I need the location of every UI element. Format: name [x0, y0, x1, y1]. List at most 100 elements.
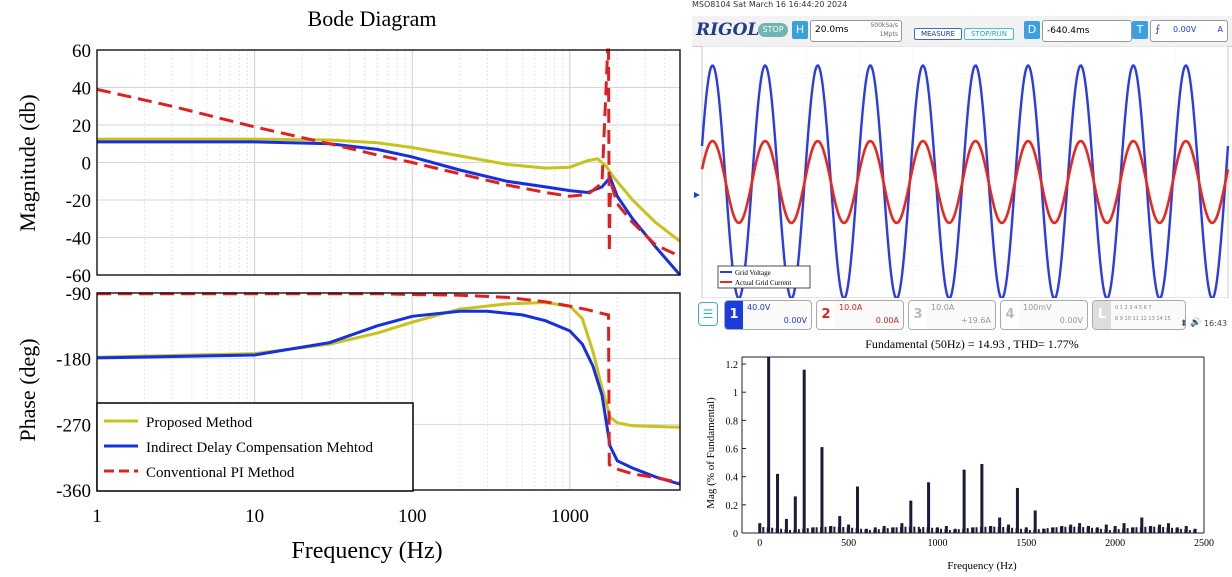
harmonic-bar — [802, 369, 806, 533]
harmonic-bar — [784, 518, 788, 533]
scope-waveform-area: Grid Voltage Actual Grid Current — [694, 46, 1230, 298]
channel-2-box[interactable]: 2 10.0A 0.00A — [816, 300, 904, 330]
interharmonic-bar — [931, 527, 934, 533]
interharmonic-bar — [851, 527, 854, 533]
interharmonic-bar — [1139, 526, 1142, 533]
channel-1-box[interactable]: 1 40.0V 0.00V — [724, 300, 812, 330]
interharmonic-bar — [784, 529, 787, 533]
bode-legend: Proposed Method Indirect Delay Compensati… — [96, 402, 414, 492]
trigger-box[interactable]: ⨍ 0.00V A — [1150, 20, 1228, 42]
delay-value[interactable]: -640.4ms — [1042, 20, 1132, 42]
interharmonic-bar — [1184, 529, 1187, 533]
interharmonic-bar — [1131, 527, 1134, 533]
interharmonic-bar — [846, 527, 849, 533]
interharmonic-bar — [1033, 529, 1036, 533]
stoprun-button[interactable]: STOP/RUN — [964, 28, 1014, 40]
interharmonic-bar — [900, 526, 903, 533]
oscilloscope-screen: MSO8104 Sat March 16 16:44:20 2024 RIGOL… — [692, 0, 1232, 335]
interharmonic-bar — [1108, 530, 1111, 533]
digital-channels-box[interactable]: L 0 1 2 3 4 5 6 7 8 9 10 11 12 13 14 15 — [1092, 300, 1186, 330]
interharmonic-bar — [1073, 526, 1076, 533]
interharmonic-bar — [1166, 527, 1169, 533]
interharmonic-bar — [1068, 526, 1071, 533]
y-tick-label: -180 — [56, 350, 91, 371]
interharmonic-bar — [1171, 527, 1174, 533]
y-tick-label: 1.2 — [726, 360, 739, 371]
interharmonic-bar — [780, 528, 783, 533]
stop-badge[interactable]: STOP — [758, 23, 788, 37]
interharmonic-bar — [802, 528, 805, 533]
interharmonic-bar — [953, 529, 956, 533]
interharmonic-bar — [762, 527, 765, 533]
y-tick-label: -90 — [66, 284, 91, 305]
channel-4-box[interactable]: 4 100mV 0.00V — [1000, 300, 1088, 330]
interharmonic-bar — [820, 526, 823, 533]
interharmonic-bar — [1042, 528, 1045, 533]
interharmonic-bar — [833, 526, 836, 533]
harmonic-spectrum-chart: Fundamental (50Hz) = 14.93 , THD= 1.77% … — [705, 337, 1214, 572]
legend-label: Conventional PI Method — [146, 465, 295, 481]
interharmonic-bar — [882, 528, 885, 533]
x-tick-label: 1000 — [927, 538, 947, 549]
y-tick-label: 0 — [82, 154, 92, 175]
interharmonic-bar — [1179, 528, 1182, 533]
scope-legend-label: Grid Voltage — [735, 269, 771, 277]
harmonic-bar — [962, 469, 966, 533]
trigger-edge-icon: ⨍ — [1155, 24, 1161, 35]
speaker-icon[interactable]: 🔊 — [1190, 317, 1202, 327]
interharmonic-bar — [922, 527, 925, 533]
harmonic-bar — [1113, 525, 1117, 533]
channel-3-box[interactable]: 3 10.0A +19.6A — [908, 300, 996, 330]
interharmonic-bar — [842, 527, 845, 533]
harmonic-bar — [820, 447, 824, 533]
x-tick-label: 2000 — [1105, 538, 1125, 549]
interharmonic-bar — [1077, 526, 1080, 533]
measure-button[interactable]: MEASURE — [914, 28, 962, 40]
interharmonic-bar — [975, 527, 978, 533]
interharmonic-bar — [1024, 529, 1027, 533]
harmonic-bar — [838, 516, 842, 533]
harmonic-bar — [998, 517, 1002, 533]
y-tick-label: -20 — [66, 191, 91, 212]
interharmonic-bar — [1135, 527, 1138, 533]
interharmonic-bar — [935, 528, 938, 533]
interharmonic-bar — [917, 526, 920, 533]
harmonic-bar — [1122, 523, 1126, 533]
interharmonic-bar — [1064, 526, 1067, 533]
interharmonic-bar — [788, 529, 791, 533]
harmonic-bar — [758, 523, 762, 533]
interharmonic-bar — [1011, 527, 1014, 533]
interharmonic-bar — [891, 527, 894, 533]
interharmonic-bar — [913, 526, 916, 533]
interharmonic-bar — [771, 527, 774, 533]
interharmonic-bar — [1082, 527, 1085, 533]
fft-plot-area: 0 0.2 0.4 0.6 0.8 1 1.2 0 500 1000 1500 2000 2500 — [726, 356, 1214, 549]
interharmonic-bar — [815, 527, 818, 533]
interharmonic-bar — [1126, 528, 1129, 533]
bode-xlabel: Frequency (Hz) — [291, 538, 442, 564]
legend-box — [96, 402, 414, 492]
harmonic-bar — [776, 473, 780, 533]
magnitude-plot: -60 -40 -20 0 20 40 60 — [66, 41, 682, 287]
phase-ylabel: Phase (deg) — [15, 338, 40, 441]
grid-voltage-trace — [700, 63, 1230, 298]
interharmonic-bar — [837, 526, 840, 533]
menu-icon[interactable]: ☰ — [698, 302, 718, 326]
y-tick-label: 1 — [733, 388, 738, 399]
interharmonic-bar — [1028, 529, 1031, 533]
h-label: H — [792, 21, 808, 39]
series-line-2 — [97, 140, 682, 276]
interharmonic-bar — [908, 526, 911, 533]
scope-toolbar: RIGOL STOP H 20.0ms 500kSa/s 1Mpts MEASU… — [692, 16, 1232, 47]
interharmonic-bar — [979, 526, 982, 533]
y-tick-label: 0 — [733, 529, 738, 540]
interharmonic-bar — [993, 526, 996, 533]
interharmonic-bar — [1188, 530, 1191, 533]
timebase-value[interactable]: 20.0ms 500kSa/s 1Mpts — [810, 20, 902, 42]
x-tick-label: 1000 — [551, 506, 589, 527]
series-line-3 — [96, 48, 681, 258]
interharmonic-bar — [873, 529, 876, 533]
interharmonic-bar — [806, 528, 809, 533]
interharmonic-bar — [895, 527, 898, 533]
interharmonic-bar — [1002, 527, 1005, 533]
